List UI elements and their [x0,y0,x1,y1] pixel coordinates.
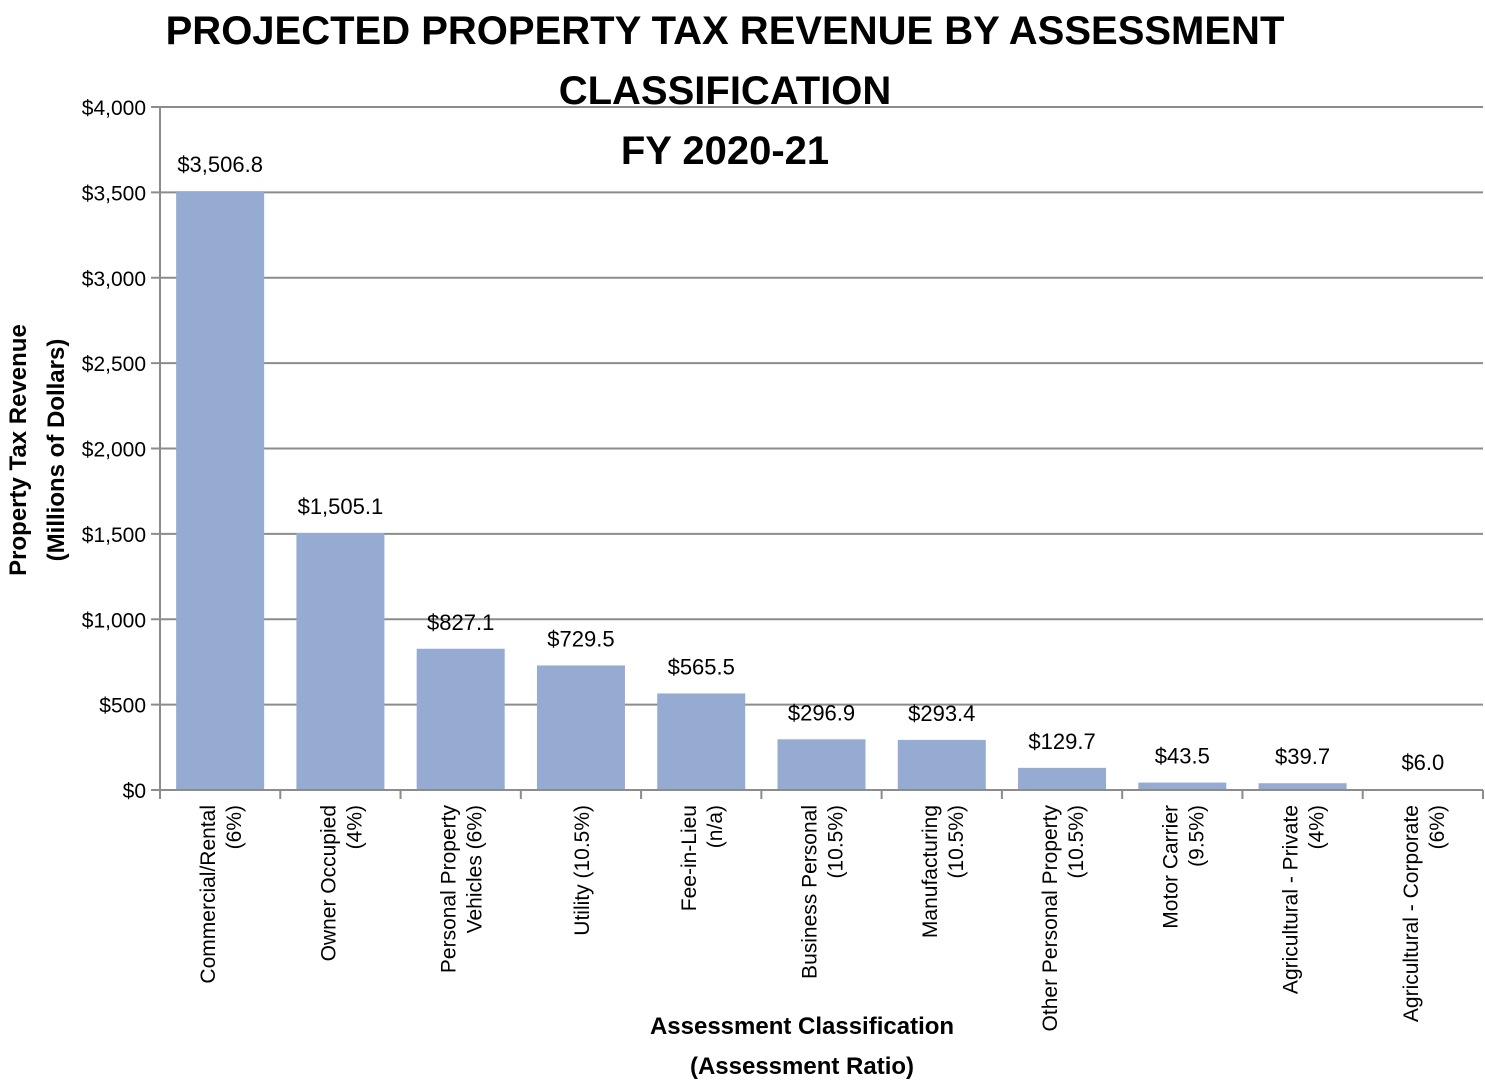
y-tick-label: $1,000 [82,609,146,632]
category-label: Utility (10.5%) [571,805,594,936]
category-label-line: (6%) [1426,805,1449,849]
bar [1138,782,1227,790]
bar [1018,767,1107,790]
data-label: $729.5 [547,626,614,651]
category-label: Motor Carrier (9.5%) [1159,805,1208,929]
category-label: Personal Property Vehicles (6%) [438,805,487,974]
category-label-line: Agricultural - Private [1280,805,1303,994]
y-tick-label: $2,500 [82,353,146,376]
data-label: $293.4 [908,701,975,726]
category-label-line: Manufacturing [919,805,942,938]
y-tick-label: $500 [99,695,146,718]
category-label-line: Agricultural - Corporate [1400,805,1423,1022]
bar [897,739,986,790]
y-tick-label: $1,500 [82,524,146,547]
bar [176,191,265,791]
category-label-line: Other Personal Property [1039,805,1062,1032]
category-label-line: (10.5%) [945,805,968,879]
category-label-line: (4%) [343,805,366,849]
data-label: $296.9 [788,700,855,725]
category-label-line: (6%) [223,805,246,849]
chart-title-line-2: CLASSIFICATION [559,69,892,113]
y-tick-label: $0 [123,780,146,803]
axes: $0 $500 $1,000 $1,500 $2,000 $2,500 $3,000 $3,5… [82,97,1484,803]
category-label-line: Motor Carrier [1159,805,1182,929]
category-label-line: Vehicles (6%) [464,805,487,933]
data-label: $1,505.1 [298,494,384,519]
category-label-line: (10.5%) [825,805,848,879]
category-label-line: (4%) [1306,805,1329,849]
category-label-line: Fee-in-Lieu [678,805,701,911]
category-label: Business Personal (10.5%) [799,805,848,979]
category-label-line: (n/a) [704,805,727,848]
x-axis-label-line-2: (Assessment Ratio) [690,1053,914,1080]
x-axis-label-line-1: Assessment Classification [650,1013,954,1040]
y-tick-label: $2,000 [82,439,146,462]
bar [657,693,746,790]
y-axis-label-line-1: Property Tax Revenue [5,324,32,576]
y-tick-label: $3,000 [82,268,146,291]
chart-title-line-3: FY 2020-21 [621,129,829,173]
y-axis-label-line-2: (Millions of Dollars) [43,339,70,562]
category-label-line: Commercial/Rental [197,805,220,984]
data-label: $3,506.8 [177,152,263,177]
category-label: Other Personal Property (10.5%) [1039,805,1088,1032]
category-labels: Commercial/Rental (6%) Owner Occupied (4%) P… [197,805,1449,1032]
y-tick-label: $4,000 [82,97,146,120]
category-label: Fee-in-Lieu (n/a) [678,805,727,911]
category-label-line: (9.5%) [1185,805,1208,867]
bars [176,191,1467,791]
bar [296,533,385,790]
category-label: Manufacturing (10.5%) [919,805,968,938]
category-label: Owner Occupied (4%) [317,805,366,961]
bar [416,648,505,790]
category-label: Agricultural - Private (4%) [1280,805,1329,994]
category-label: Commercial/Rental (6%) [197,805,246,984]
data-labels: $3,506.8 $1,505.1 $827.1 $729.5 $565.5 $296.9… [177,152,1444,775]
category-label-line: Utility (10.5%) [571,805,594,936]
bar [777,739,866,790]
data-label: $43.5 [1155,744,1210,769]
category-label-line: Owner Occupied [317,805,340,961]
bar [536,665,625,790]
data-label: $39.7 [1275,744,1330,769]
category-label-line: Business Personal [799,805,822,979]
category-label: Agricultural - Corporate (6%) [1400,805,1449,1022]
data-label: $565.5 [668,654,735,679]
bar [1258,783,1347,790]
y-tick-label: $3,500 [82,182,146,205]
category-label-line: (10.5%) [1065,805,1088,879]
data-label: $827.1 [427,610,494,635]
chart-title-line-1: PROJECTED PROPERTY TAX REVENUE BY ASSESS… [166,9,1285,53]
category-label-line: Personal Property [438,805,461,974]
data-label: $6.0 [1401,750,1444,775]
data-label: $129.7 [1028,729,1095,754]
